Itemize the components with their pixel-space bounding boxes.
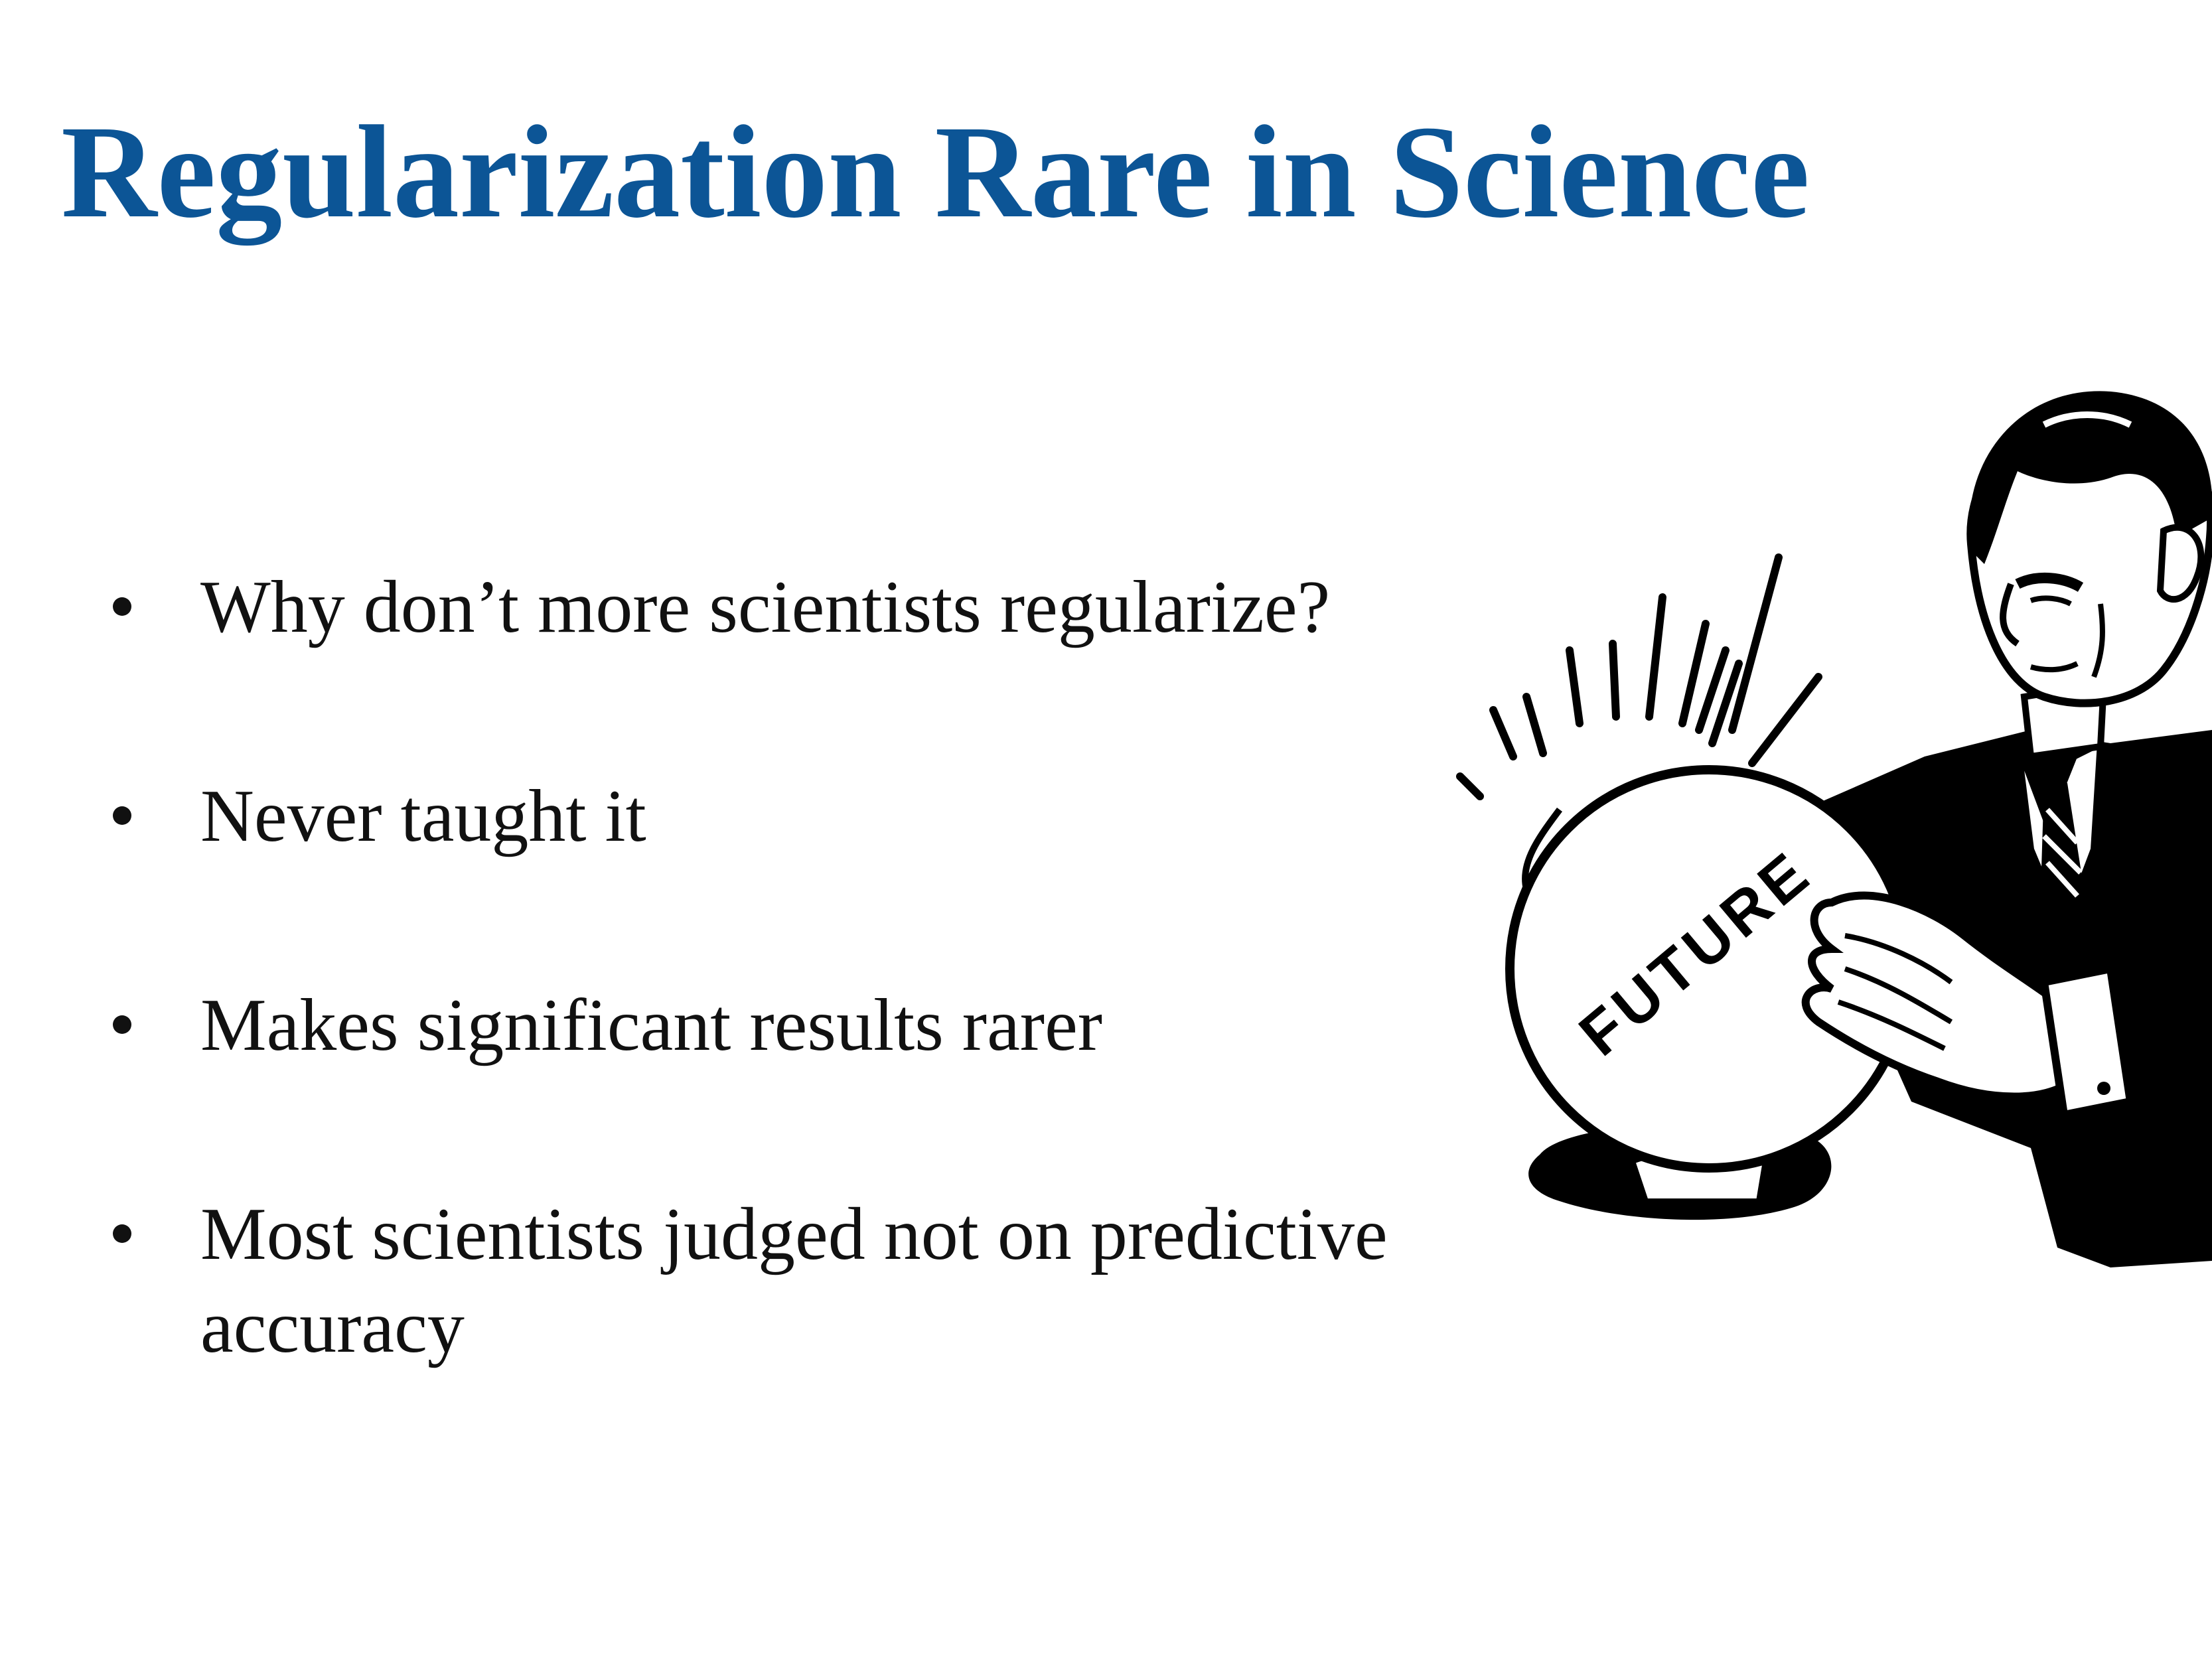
bullet-item: Most scientists judged not on predictive… [106, 1188, 1400, 1374]
bullet-item: Why don’t more scientists regularize? [106, 561, 1400, 654]
slide-title: Regularization Rare in Science [61, 99, 1810, 246]
bullet-icon [113, 806, 131, 825]
bullet-text: Why don’t more scientists regularize? [200, 566, 1331, 648]
fortune-teller-crystal-ball-icon: FUTURE [1456, 391, 2212, 1267]
bullet-text: Most scientists judged not on predictive… [200, 1193, 1388, 1368]
bullet-icon [113, 1224, 131, 1243]
bullet-icon [113, 597, 131, 616]
bullet-text: Makes significant results rarer [200, 984, 1103, 1066]
bullet-icon [113, 1015, 131, 1034]
bullet-list: Why don’t more scientists regularize? Ne… [106, 561, 1400, 1374]
bullet-item: Makes significant results rarer [106, 979, 1400, 1072]
bullet-text: Never taught it [200, 775, 646, 857]
bullet-item: Never taught it [106, 770, 1400, 863]
